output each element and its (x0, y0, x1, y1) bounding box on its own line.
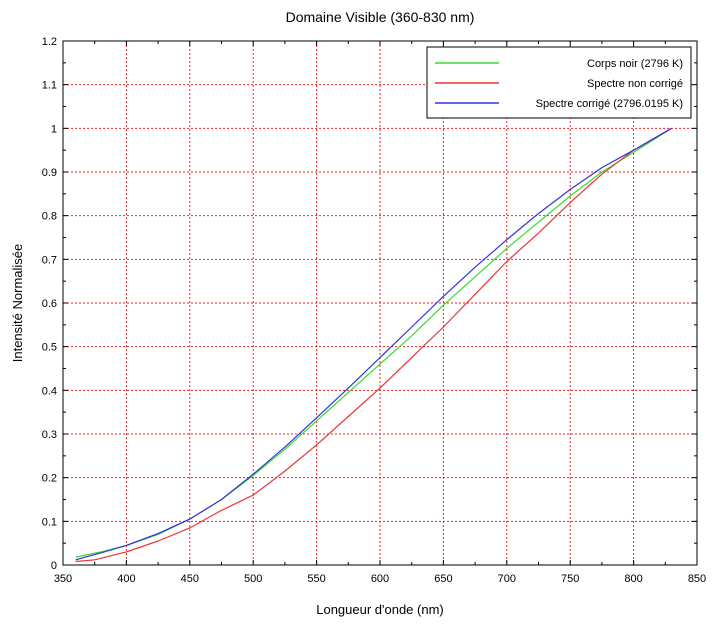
legend: Corps noir (2796 K) Spectre non corrigé Sp… (426, 46, 692, 119)
x-tick-label: 800 (624, 573, 642, 585)
x-tick-label: 500 (244, 573, 262, 585)
legend-label-2: Spectre non corrigé (587, 78, 683, 90)
x-tick-label: 350 (54, 573, 72, 585)
y-tick-label: 0.3 (42, 429, 57, 441)
axis-ticks: 350 400 450 500 550 600 650 700 750 800 850 0 0.1 0.2… (42, 36, 706, 585)
y-tick-label: 0.9 (42, 167, 57, 179)
x-axis-title: Longueur d'onde (nm) (316, 602, 444, 617)
x-tick-label: 600 (371, 573, 389, 585)
y-tick-label: 0.4 (42, 385, 57, 397)
y-tick-label: 1 (51, 123, 57, 135)
y-tick-label: 0.1 (42, 516, 57, 528)
series-line-3 (75, 127, 672, 561)
y-tick-label: 0.6 (42, 298, 57, 310)
series-line-2 (75, 127, 672, 563)
y-tick-label: 1.2 (42, 36, 57, 48)
y-tick-label: 0.2 (42, 473, 57, 485)
y-tick-label: 0.7 (42, 254, 57, 266)
x-tick-label: 650 (434, 573, 452, 585)
x-tick-label: 550 (307, 573, 325, 585)
series-line-1 (75, 127, 672, 558)
grid (63, 41, 697, 565)
x-tick-label: 750 (561, 573, 579, 585)
legend-label-3: Spectre corrigé (2796.0195 K) (536, 98, 683, 110)
x-tick-label: 450 (181, 573, 199, 585)
x-tick-label: 700 (498, 573, 516, 585)
y-axis-title: Intensité Normalisée (10, 244, 25, 363)
series-layer (75, 127, 672, 563)
chart-title: Domaine Visible (360-830 nm) (286, 9, 475, 25)
x-tick-label: 850 (688, 573, 706, 585)
y-tick-label: 1.1 (42, 80, 57, 92)
y-tick-label: 0.8 (42, 211, 57, 223)
y-tick-label: 0 (51, 560, 57, 572)
legend-label-1: Corps noir (2796 K) (587, 58, 683, 70)
y-tick-label: 0.5 (42, 342, 57, 354)
x-tick-label: 400 (117, 573, 135, 585)
